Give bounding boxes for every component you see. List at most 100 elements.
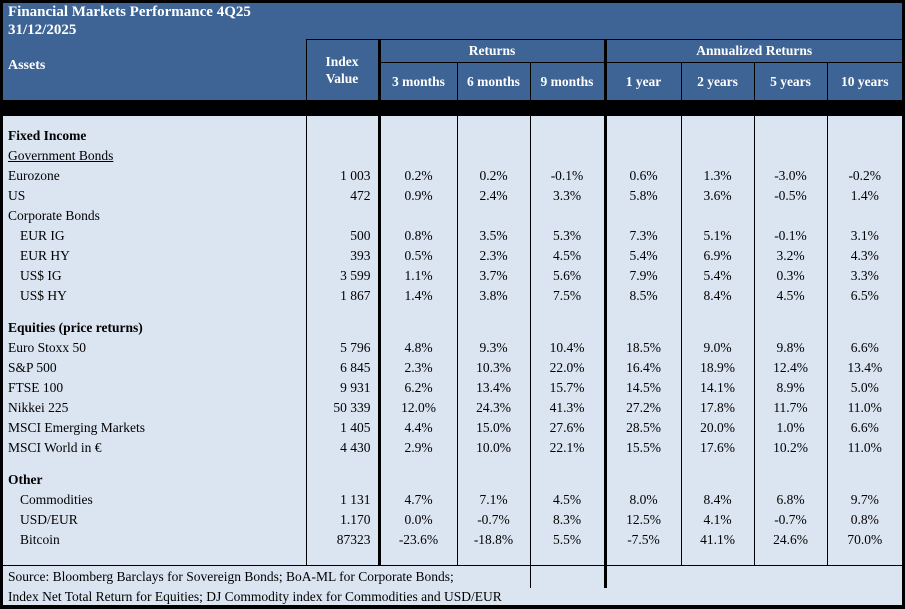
asset-name-cell: Fixed Income — [3, 126, 307, 146]
return-value-cell: 1.4% — [379, 286, 458, 306]
spacer-cell — [827, 550, 902, 566]
return-value-cell — [681, 206, 755, 226]
return-value-cell — [754, 146, 828, 166]
asset-row: EUR HY 393 0.5% 2.3% 4.5% 5.4% 6.9% 3.2% 4.3% — [3, 246, 902, 266]
report-date: 31/12/2025 — [8, 22, 77, 39]
asset-row: MSCI World in €4 430 2.9% 10.0% 22.1% 15.5% 1… — [3, 438, 902, 458]
return-value-cell: 11.7% — [754, 398, 828, 418]
return-value-cell: 8.5% — [605, 286, 682, 306]
return-value-cell: 7.5% — [530, 286, 607, 306]
asset-row: Commodities 1 131 4.7% 7.1% 4.5% 8.0% 8.4% 6.8%… — [3, 490, 902, 510]
asset-name-cell: S&P 500 — [3, 358, 307, 378]
spacer-cell — [681, 306, 755, 318]
return-value-cell: 6.6% — [850, 340, 879, 355]
return-value-cell: 4.3% — [850, 248, 879, 263]
spacer-cell — [681, 116, 755, 126]
return-value-cell — [605, 206, 682, 226]
footer-grid-cell — [530, 565, 607, 588]
asset-row: Eurozone 1 003 0.2% 0.2% -0.1% 0.6% 1.3% -3.0% -… — [3, 166, 902, 186]
index-value-cell: 1 405 — [306, 418, 381, 438]
spacer-cell — [457, 550, 531, 566]
return-value-cell — [827, 206, 902, 226]
index-value-cell: 9 931 — [306, 378, 381, 398]
return-value-cell: 8.3% — [530, 510, 607, 530]
spacer-cell — [605, 550, 682, 566]
section-row: Fixed Income — [3, 126, 902, 146]
period-header-row: 3 months 6 months 9 months 1 year 2 year… — [3, 62, 902, 100]
return-value-cell: 5.5% — [530, 530, 607, 550]
return-value-cell — [605, 126, 682, 146]
header-table: Financial Markets Performance 4Q25 31/12… — [3, 3, 902, 100]
return-value-cell — [827, 146, 902, 166]
index-value-cell — [306, 126, 381, 146]
title-row-spacer — [306, 3, 902, 40]
return-value-cell — [379, 318, 458, 338]
return-value-cell — [681, 126, 755, 146]
return-value-cell: 0.5% — [379, 246, 458, 266]
asset-name-cell: FTSE 100 — [3, 378, 307, 398]
return-value-cell: -18.8% — [457, 530, 531, 550]
return-value-cell: 0.9% — [379, 186, 458, 206]
return-value-cell — [605, 470, 682, 490]
return-value-cell: 12.4% — [754, 358, 828, 378]
index-value-cell: 50 339 — [306, 398, 381, 418]
index-value-cell: 5 796 — [306, 338, 381, 358]
asset-name-cell: US$ IG — [3, 266, 307, 286]
return-value-cell — [754, 470, 828, 490]
asset-name-cell: Euro Stoxx 50 — [3, 338, 307, 358]
return-value-cell: 5.1% — [681, 226, 755, 246]
return-value-cell: 12.0% — [379, 398, 458, 418]
asset-name-cell: Eurozone — [3, 166, 307, 186]
return-value-cell: 41.3% — [530, 398, 607, 418]
return-value-cell: 8.9% — [754, 378, 828, 398]
return-value-cell: 6.9% — [681, 246, 755, 266]
asset-name-cell: Bitcoin — [3, 530, 307, 550]
spacer-cell — [457, 306, 531, 318]
return-value-cell: -23.6% — [379, 530, 458, 550]
asset-name-cell: Government Bonds — [3, 146, 307, 166]
asset-row: Nikkei 225 50 339 12.0% 24.3% 41.3% 27.2% 17.8… — [3, 398, 902, 418]
return-value-cell: 4.5% — [530, 490, 607, 510]
source-note-line2: Index Net Total Return for Equities; DJ … — [8, 588, 502, 604]
return-value-cell: 1.0% — [754, 418, 828, 438]
return-value-cell — [530, 126, 607, 146]
return-value-cell: 4.8% — [379, 338, 458, 358]
asset-name-cell: USD/EUR — [3, 510, 307, 530]
asset-name-cell: EUR HY — [3, 246, 307, 266]
return-value-cell: 28.5% — [605, 418, 682, 438]
return-value-cell: 11.0% — [847, 400, 882, 415]
index-value-cell: 393 — [306, 246, 381, 266]
title-row: Financial Markets Performance 4Q25 31/12… — [3, 3, 902, 40]
return-value-cell — [827, 470, 902, 490]
return-value-cell: 0.3% — [754, 266, 828, 286]
spacer-cell — [827, 116, 902, 126]
return-value-cell: 3.1% — [850, 228, 879, 243]
return-value-cell: 9.8% — [754, 338, 828, 358]
spacer-cell — [306, 458, 381, 470]
header-body-divider — [3, 100, 902, 116]
return-value-cell: 6.2% — [379, 378, 458, 398]
return-value-cell — [530, 318, 607, 338]
return-value-cell: 14.5% — [605, 378, 682, 398]
return-value-cell — [379, 470, 458, 490]
return-value-cell: 27.6% — [530, 418, 607, 438]
return-value-cell — [530, 146, 607, 166]
footer-grid-cell — [605, 565, 902, 588]
return-value-cell: 3.6% — [681, 186, 755, 206]
spacer-cell — [379, 116, 458, 126]
return-value-cell: -0.2% — [848, 168, 882, 183]
return-value-cell: -7.5% — [605, 530, 682, 550]
return-value-cell: 6.5% — [850, 288, 879, 303]
return-value-cell: 0.2% — [379, 166, 458, 186]
return-value-cell: 24.3% — [457, 398, 531, 418]
return-value-cell — [530, 206, 607, 226]
spacer-cell — [754, 306, 828, 318]
return-value-cell — [379, 146, 458, 166]
section-row: Equities (price returns) — [3, 318, 902, 338]
spacer-cell — [605, 458, 682, 470]
return-value-cell: 10.3% — [457, 358, 531, 378]
spacer-cell — [379, 458, 458, 470]
return-value-cell: 17.8% — [681, 398, 755, 418]
spacer-cell — [379, 550, 458, 566]
